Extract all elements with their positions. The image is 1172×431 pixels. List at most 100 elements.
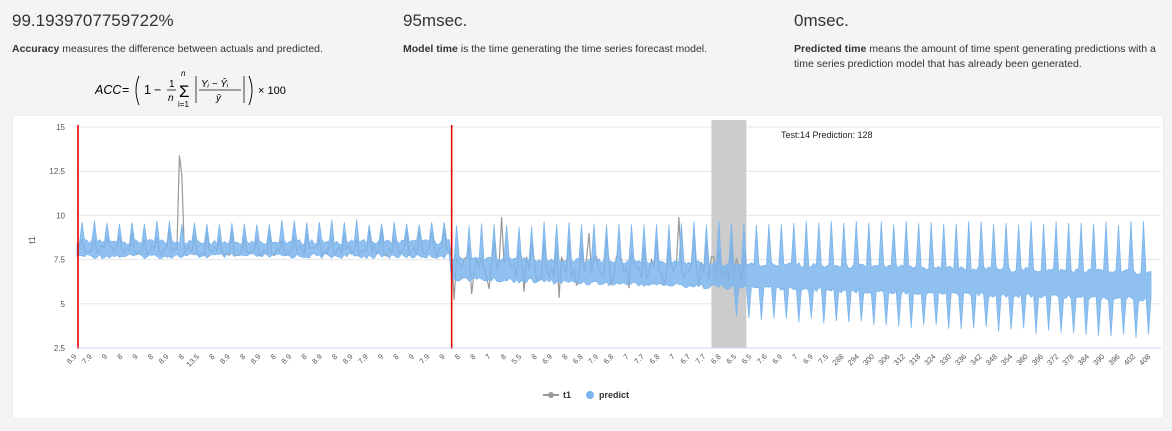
- x-tick-label: 372: [1045, 352, 1060, 367]
- chart-legend: t1 predict: [543, 390, 629, 400]
- formula-denominator: ȳ: [215, 93, 222, 104]
- x-tick-label: 8.9: [341, 352, 355, 366]
- y-tick-label: 7.5: [54, 256, 66, 265]
- model-time-value: 95msec.: [403, 11, 468, 30]
- test-band-rect: [711, 120, 747, 348]
- y-tick-label: 15: [56, 123, 65, 132]
- x-tick-label: 8: [146, 352, 155, 361]
- formula-one: 1: [144, 83, 151, 97]
- x-tick-label: 8: [391, 352, 400, 361]
- legend-predict-label[interactable]: predict: [599, 390, 629, 400]
- x-tick-label: 8: [330, 352, 339, 361]
- x-tick-label: 306: [876, 352, 891, 367]
- chart-panel: 2.5 5 7.5 10 12.5 15 t1 8.9 7.9 9 8 9 8 8.9 8 13.5 8 8.…: [12, 115, 1164, 419]
- x-tick-label: 378: [1060, 352, 1075, 367]
- model-time-metric: 95msec. Model time is the time generatin…: [403, 10, 763, 57]
- x-tick-label: 384: [1076, 352, 1091, 367]
- x-tick-label: 8.9: [279, 352, 293, 366]
- y-axis-ticks: 2.5 5 7.5 10 12.5 15: [49, 123, 65, 353]
- formula-right-paren: [248, 75, 253, 106]
- x-tick-label: 330: [938, 352, 953, 367]
- x-tick-label: 8: [499, 352, 508, 361]
- model-time-description: Model time is the time generating the ti…: [403, 42, 763, 57]
- formula-left-paren: [135, 75, 140, 106]
- x-tick-label: 7.7: [694, 352, 708, 366]
- accuracy-term: Accuracy: [12, 43, 60, 55]
- x-tick-label: 6.8: [571, 352, 585, 366]
- x-tick-label: 7.9: [356, 352, 370, 366]
- x-tick-label: 7: [667, 352, 676, 361]
- formula-sum: Σ: [179, 82, 190, 101]
- x-tick-label: 348: [984, 352, 999, 367]
- predicted-time-term: Predicted time: [794, 43, 867, 55]
- x-axis-ticks: 8.9 7.9 9 8 9 8 8.9 813.5 8 8.9 8 8.9 8 8.9 8 8.9 8 8.9 7.…: [65, 347, 1161, 369]
- accuracy-metric: 99.1939707759722% Accuracy measures the …: [12, 10, 372, 57]
- x-tick-label: 5.5: [510, 352, 524, 366]
- x-tick-label: 8: [238, 352, 247, 361]
- x-tick-label: 408: [1137, 352, 1152, 367]
- series-predict: [76, 219, 1152, 338]
- accuracy-value: 99.1939707759722%: [12, 11, 174, 30]
- formula-sum-top: n: [181, 69, 186, 78]
- predicted-time-metric: 0msec. Predicted time means the amount o…: [794, 10, 1164, 72]
- formula-svg: ACC = 1 − 1 n n Σ i=1 Yᵢ − Ŷᵢ ȳ × 100: [94, 69, 286, 109]
- x-tick-label: 8: [529, 352, 538, 361]
- x-tick-label: 9: [376, 352, 385, 361]
- x-tick-label: 342: [968, 352, 983, 367]
- x-tick-label: 318: [907, 352, 922, 367]
- legend-t1-label[interactable]: t1: [563, 390, 571, 400]
- y-tick-label: 10: [56, 211, 65, 220]
- x-tick-label: 13.5: [184, 352, 201, 369]
- legend-predict-symbol[interactable]: [586, 391, 594, 399]
- x-tick-label: 9: [130, 352, 139, 361]
- x-tick-label: 360: [1014, 352, 1029, 367]
- x-tick-label: 8: [468, 352, 477, 361]
- x-tick-label: 300: [861, 352, 876, 367]
- x-tick-label: 7.9: [80, 352, 94, 366]
- x-tick-label: 294: [846, 352, 861, 367]
- x-tick-label: 7: [790, 352, 799, 361]
- y-tick-label: 2.5: [54, 344, 66, 353]
- x-tick-label: 7.6: [755, 352, 769, 366]
- x-tick-label: 8: [207, 352, 216, 361]
- x-tick-label: 7: [621, 352, 630, 361]
- x-tick-label: 402: [1122, 352, 1137, 367]
- x-tick-label: 7.9: [418, 352, 432, 366]
- x-tick-label: 8: [269, 352, 278, 361]
- x-tick-label: 8.9: [218, 352, 232, 366]
- formula-n: n: [168, 93, 174, 104]
- model-time-text: is the time generating the time series f…: [457, 43, 708, 55]
- legend-t1-symbol[interactable]: [548, 392, 554, 398]
- x-tick-label: 6.9: [801, 352, 815, 366]
- formula-sum-bottom: i=1: [178, 100, 189, 109]
- x-tick-label: 6.5: [740, 352, 754, 366]
- x-tick-label: 6.9: [770, 352, 784, 366]
- x-tick-label: 9: [407, 352, 416, 361]
- chart-markers: [77, 125, 453, 349]
- x-tick-label: 9: [437, 352, 446, 361]
- x-tick-label: 7.5: [816, 352, 830, 366]
- y-tick-label: 12.5: [49, 167, 65, 176]
- x-tick-label: 390: [1091, 352, 1106, 367]
- predicted-time-value: 0msec.: [794, 11, 849, 30]
- x-tick-label: 8: [560, 352, 569, 361]
- formula-minus: −: [154, 83, 161, 97]
- x-tick-label: 8: [299, 352, 308, 361]
- chart-annotation: Test:14 Prediction: 128: [781, 130, 873, 140]
- x-tick-label: 8: [115, 352, 124, 361]
- formula-equals: =: [122, 83, 129, 97]
- x-tick-label: 6.5: [724, 352, 738, 366]
- x-tick-label: 6.8: [709, 352, 723, 366]
- x-tick-label: 288: [830, 352, 845, 367]
- accuracy-formula: ACC = 1 − 1 n n Σ i=1 Yᵢ − Ŷᵢ ȳ × 100: [94, 68, 335, 121]
- y-axis-label: t1: [27, 236, 37, 244]
- formula-scale: × 100: [258, 85, 286, 97]
- x-tick-label: 8.9: [157, 352, 171, 366]
- accuracy-text: measures the difference between actuals …: [59, 43, 323, 55]
- x-tick-label: 6.8: [602, 352, 616, 366]
- formula-numerator: Yᵢ − Ŷᵢ: [201, 77, 229, 90]
- formula-lhs: ACC: [95, 83, 122, 97]
- x-tick-label: 7: [483, 352, 492, 361]
- x-tick-label: 6.7: [678, 352, 692, 366]
- x-tick-label: 8: [453, 352, 462, 361]
